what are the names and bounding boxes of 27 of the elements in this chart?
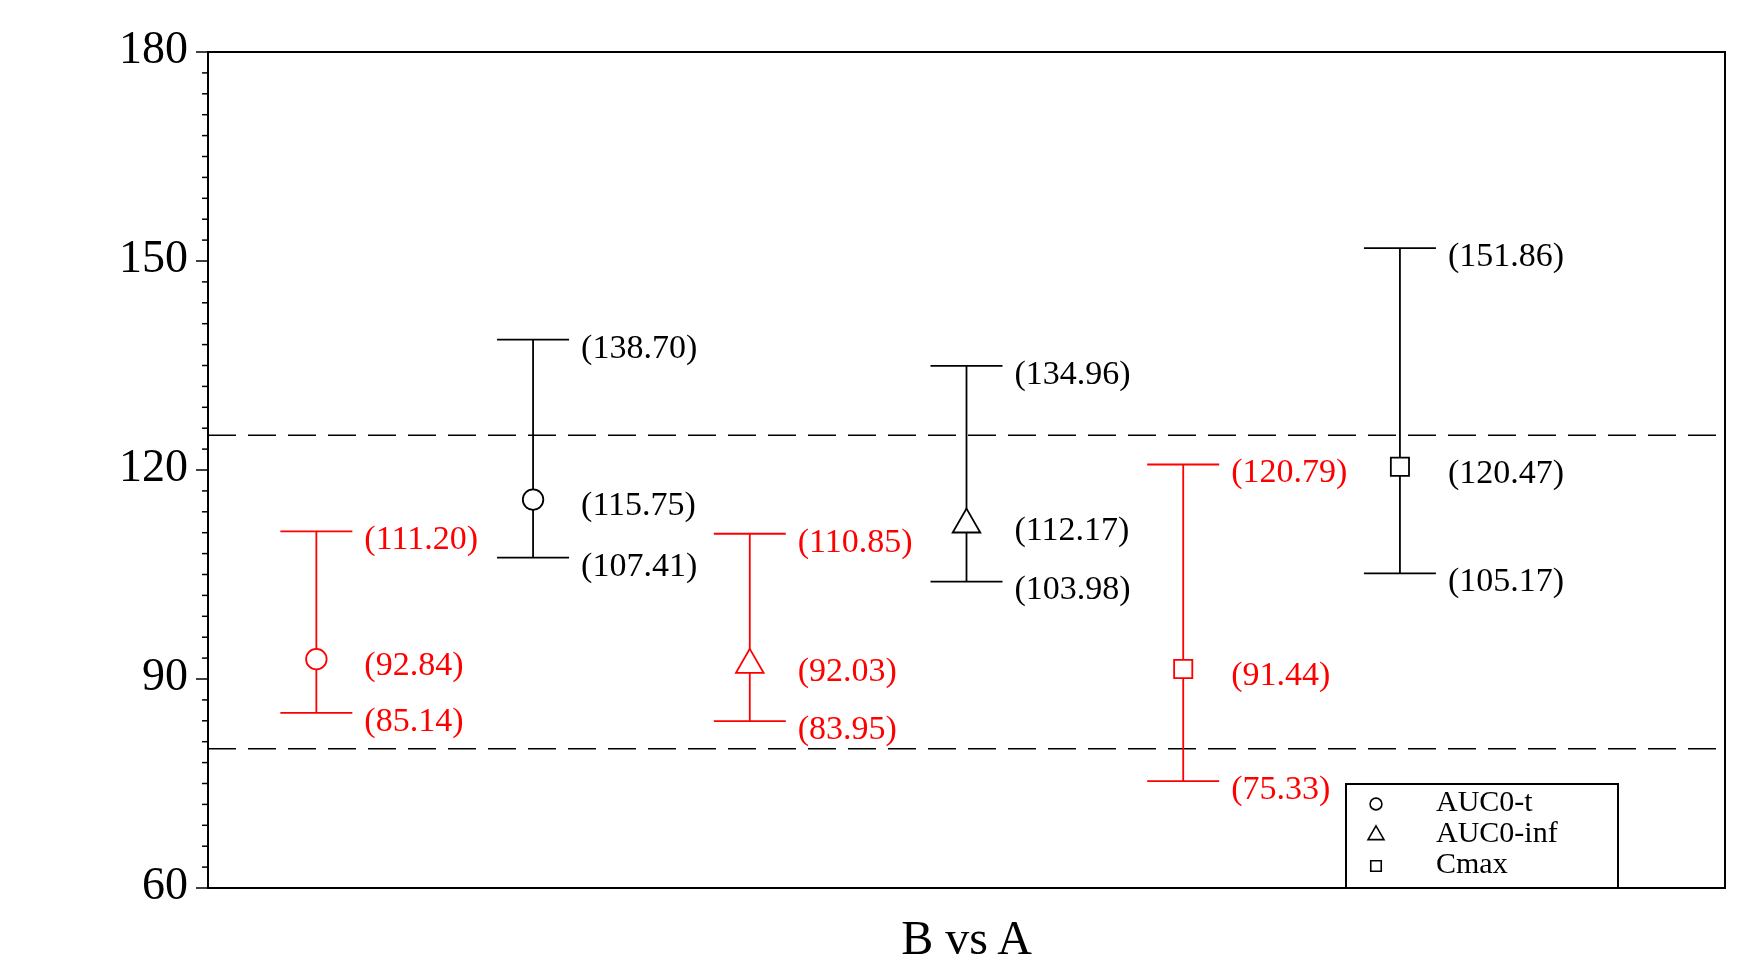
y-tick-label: 120 — [119, 439, 188, 491]
annotation: (103.98) — [1014, 569, 1131, 608]
annotation: (134.96) — [1014, 353, 1131, 392]
data-label: (115.75) — [581, 485, 696, 524]
annotation: (83.95) — [797, 708, 897, 747]
annotation: (75.33) — [1231, 769, 1331, 807]
annotation: (151.86) — [1447, 235, 1565, 274]
annotation: (111.20) — [364, 519, 478, 558]
legend-label: AUC0-inf — [1436, 814, 1558, 848]
y-tick-label: 180 — [119, 21, 188, 73]
data-label: (92.03) — [797, 650, 897, 689]
annotation: (107.41) — [581, 545, 698, 584]
annotation: (110.85) — [797, 521, 913, 560]
data-label: (120.47) — [1447, 452, 1565, 491]
annotation: (85.14) — [364, 700, 464, 739]
y-tick-label: 60 — [142, 857, 188, 909]
y-tick-label: 90 — [142, 648, 188, 700]
annotation: (105.17) — [1447, 561, 1565, 600]
y-tick-label: 150 — [119, 230, 188, 282]
data-label: (91.44) — [1231, 654, 1331, 693]
data-label: (92.84) — [364, 645, 464, 684]
annotation: (138.70) — [581, 327, 698, 366]
legend-label: AUC0-t — [1436, 783, 1534, 817]
legend-label: Cmax — [1436, 845, 1508, 879]
data-label: (112.17) — [1014, 510, 1130, 549]
annotation: (120.79) — [1231, 452, 1348, 491]
x-axis-title: B vs A — [901, 911, 1033, 960]
